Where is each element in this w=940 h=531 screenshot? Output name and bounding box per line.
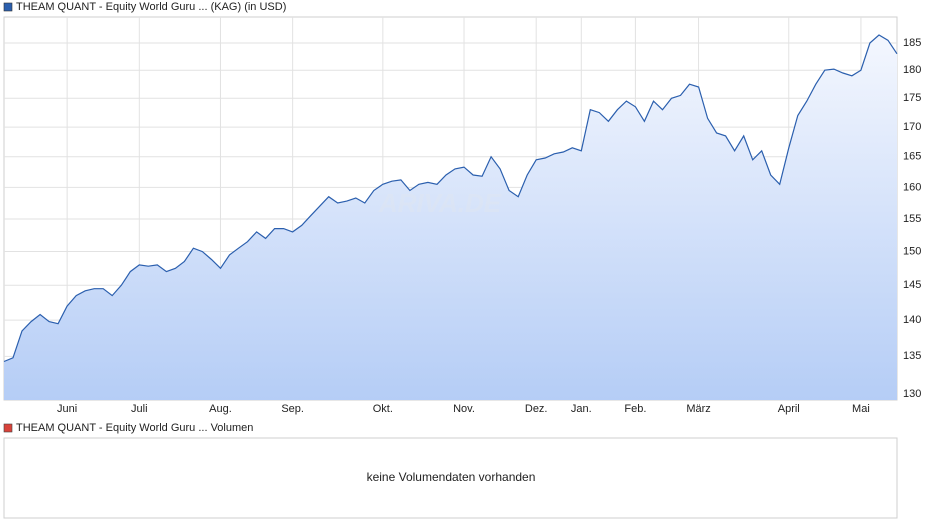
legend-swatch: [3, 423, 13, 433]
legend-swatch: [3, 2, 13, 12]
x-tick-label: Sep.: [281, 403, 304, 415]
area: [4, 35, 897, 400]
x-tick-label: Aug.: [209, 403, 232, 415]
y-tick-label: 140: [903, 314, 921, 326]
y-tick-label: 185: [903, 37, 921, 49]
y-tick-label: 160: [903, 181, 921, 193]
x-tick-label: Juni: [57, 403, 77, 415]
x-tick-label: Feb.: [624, 403, 646, 415]
y-tick-label: 180: [903, 64, 921, 76]
y-tick-label: 135: [903, 350, 921, 362]
x-tick-label: Mai: [852, 403, 870, 415]
x-tick-label: Juli: [131, 403, 148, 415]
y-tick-label: 145: [903, 279, 921, 291]
x-tick-label: Okt.: [373, 403, 393, 415]
y-tick-label: 175: [903, 92, 921, 104]
y-tick-label: 170: [903, 121, 921, 133]
line: [3, 34, 898, 363]
y-tick-label: 165: [903, 151, 921, 163]
x-tick-label: Dez.: [525, 403, 548, 415]
watermark: ARIVA.DE: [378, 188, 502, 218]
volume-frame: [3, 437, 898, 519]
x-tick-label: Nov.: [453, 403, 475, 415]
y-tick-label: 130: [903, 388, 921, 400]
y-tick-label: 150: [903, 245, 921, 257]
x-tick-label: März: [686, 403, 710, 415]
y-tick-label: 155: [903, 213, 921, 225]
legend-label: THEAM QUANT - Equity World Guru ... (KAG…: [16, 1, 286, 13]
volume-legend: THEAM QUANT - Equity World Guru ... Volu…: [16, 422, 253, 434]
x-tick-label: Jan.: [571, 403, 592, 415]
x-tick-label: April: [778, 403, 800, 415]
no-data-message: keine Volumendaten vorhanden: [367, 470, 536, 484]
